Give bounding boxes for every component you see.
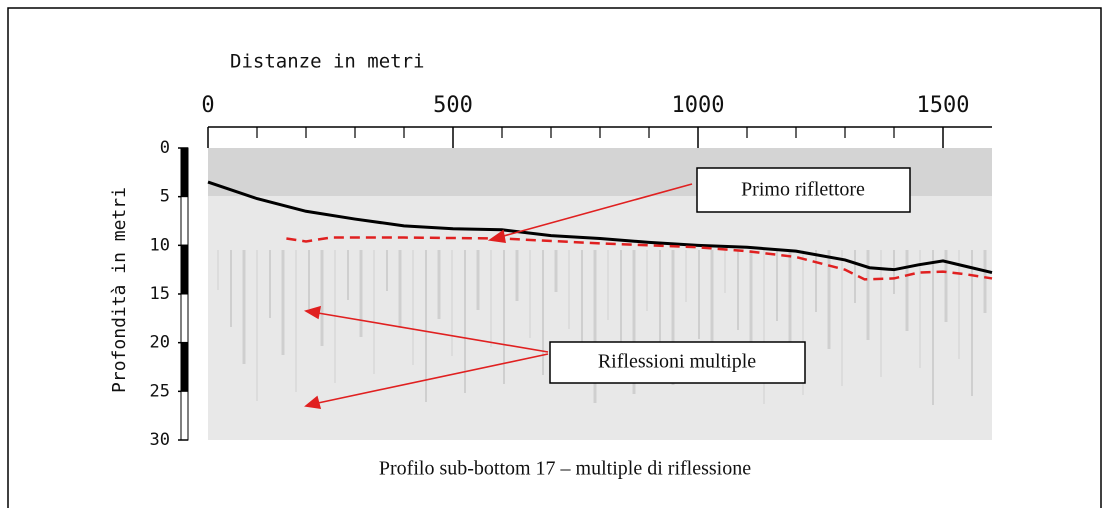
arrow	[317, 312, 549, 353]
arrow	[499, 183, 693, 238]
x-axis-title: Distanze in metri	[230, 51, 424, 73]
scale-block	[180, 390, 189, 441]
y-axis-title: Profondità in metri	[109, 187, 130, 393]
arrowhead	[304, 395, 322, 409]
scale-block	[180, 342, 189, 392]
x-tick-label: 1000	[672, 93, 725, 118]
arrowhead	[487, 229, 506, 243]
arrowhead	[303, 305, 322, 320]
y-tick-label: 5	[160, 187, 170, 207]
annotation-box	[549, 341, 806, 384]
scale-block	[180, 244, 189, 295]
x-tick-label: 0	[201, 93, 214, 118]
profile-line	[286, 236, 993, 281]
y-tick-label: 20	[150, 333, 170, 353]
x-tick-label: 500	[433, 93, 473, 118]
caption: Profilo sub-bottom 17 – multiple di rifl…	[379, 458, 751, 480]
y-tick-label: 15	[150, 284, 170, 304]
annotation-arrows	[303, 183, 693, 409]
y-tick-label: 25	[150, 381, 170, 401]
profile-line	[207, 180, 993, 275]
arrow	[317, 353, 549, 404]
frame	[7, 7, 1102, 508]
scale-block	[180, 147, 189, 198]
annotation-box	[696, 167, 911, 213]
annotation: Riflessioni multiple	[598, 351, 756, 373]
x-tick-label: 1500	[917, 93, 970, 118]
scale-block	[180, 293, 189, 344]
y-tick-label: 0	[160, 138, 170, 158]
annotation: Primo riflettore	[741, 179, 865, 201]
scale-block	[180, 196, 189, 246]
y-tick-label: 10	[150, 235, 170, 255]
plot-area: 0 500 1000 1500 0 5 10 15 20 25 30	[150, 93, 993, 450]
y-tick-label: 30	[150, 430, 170, 450]
